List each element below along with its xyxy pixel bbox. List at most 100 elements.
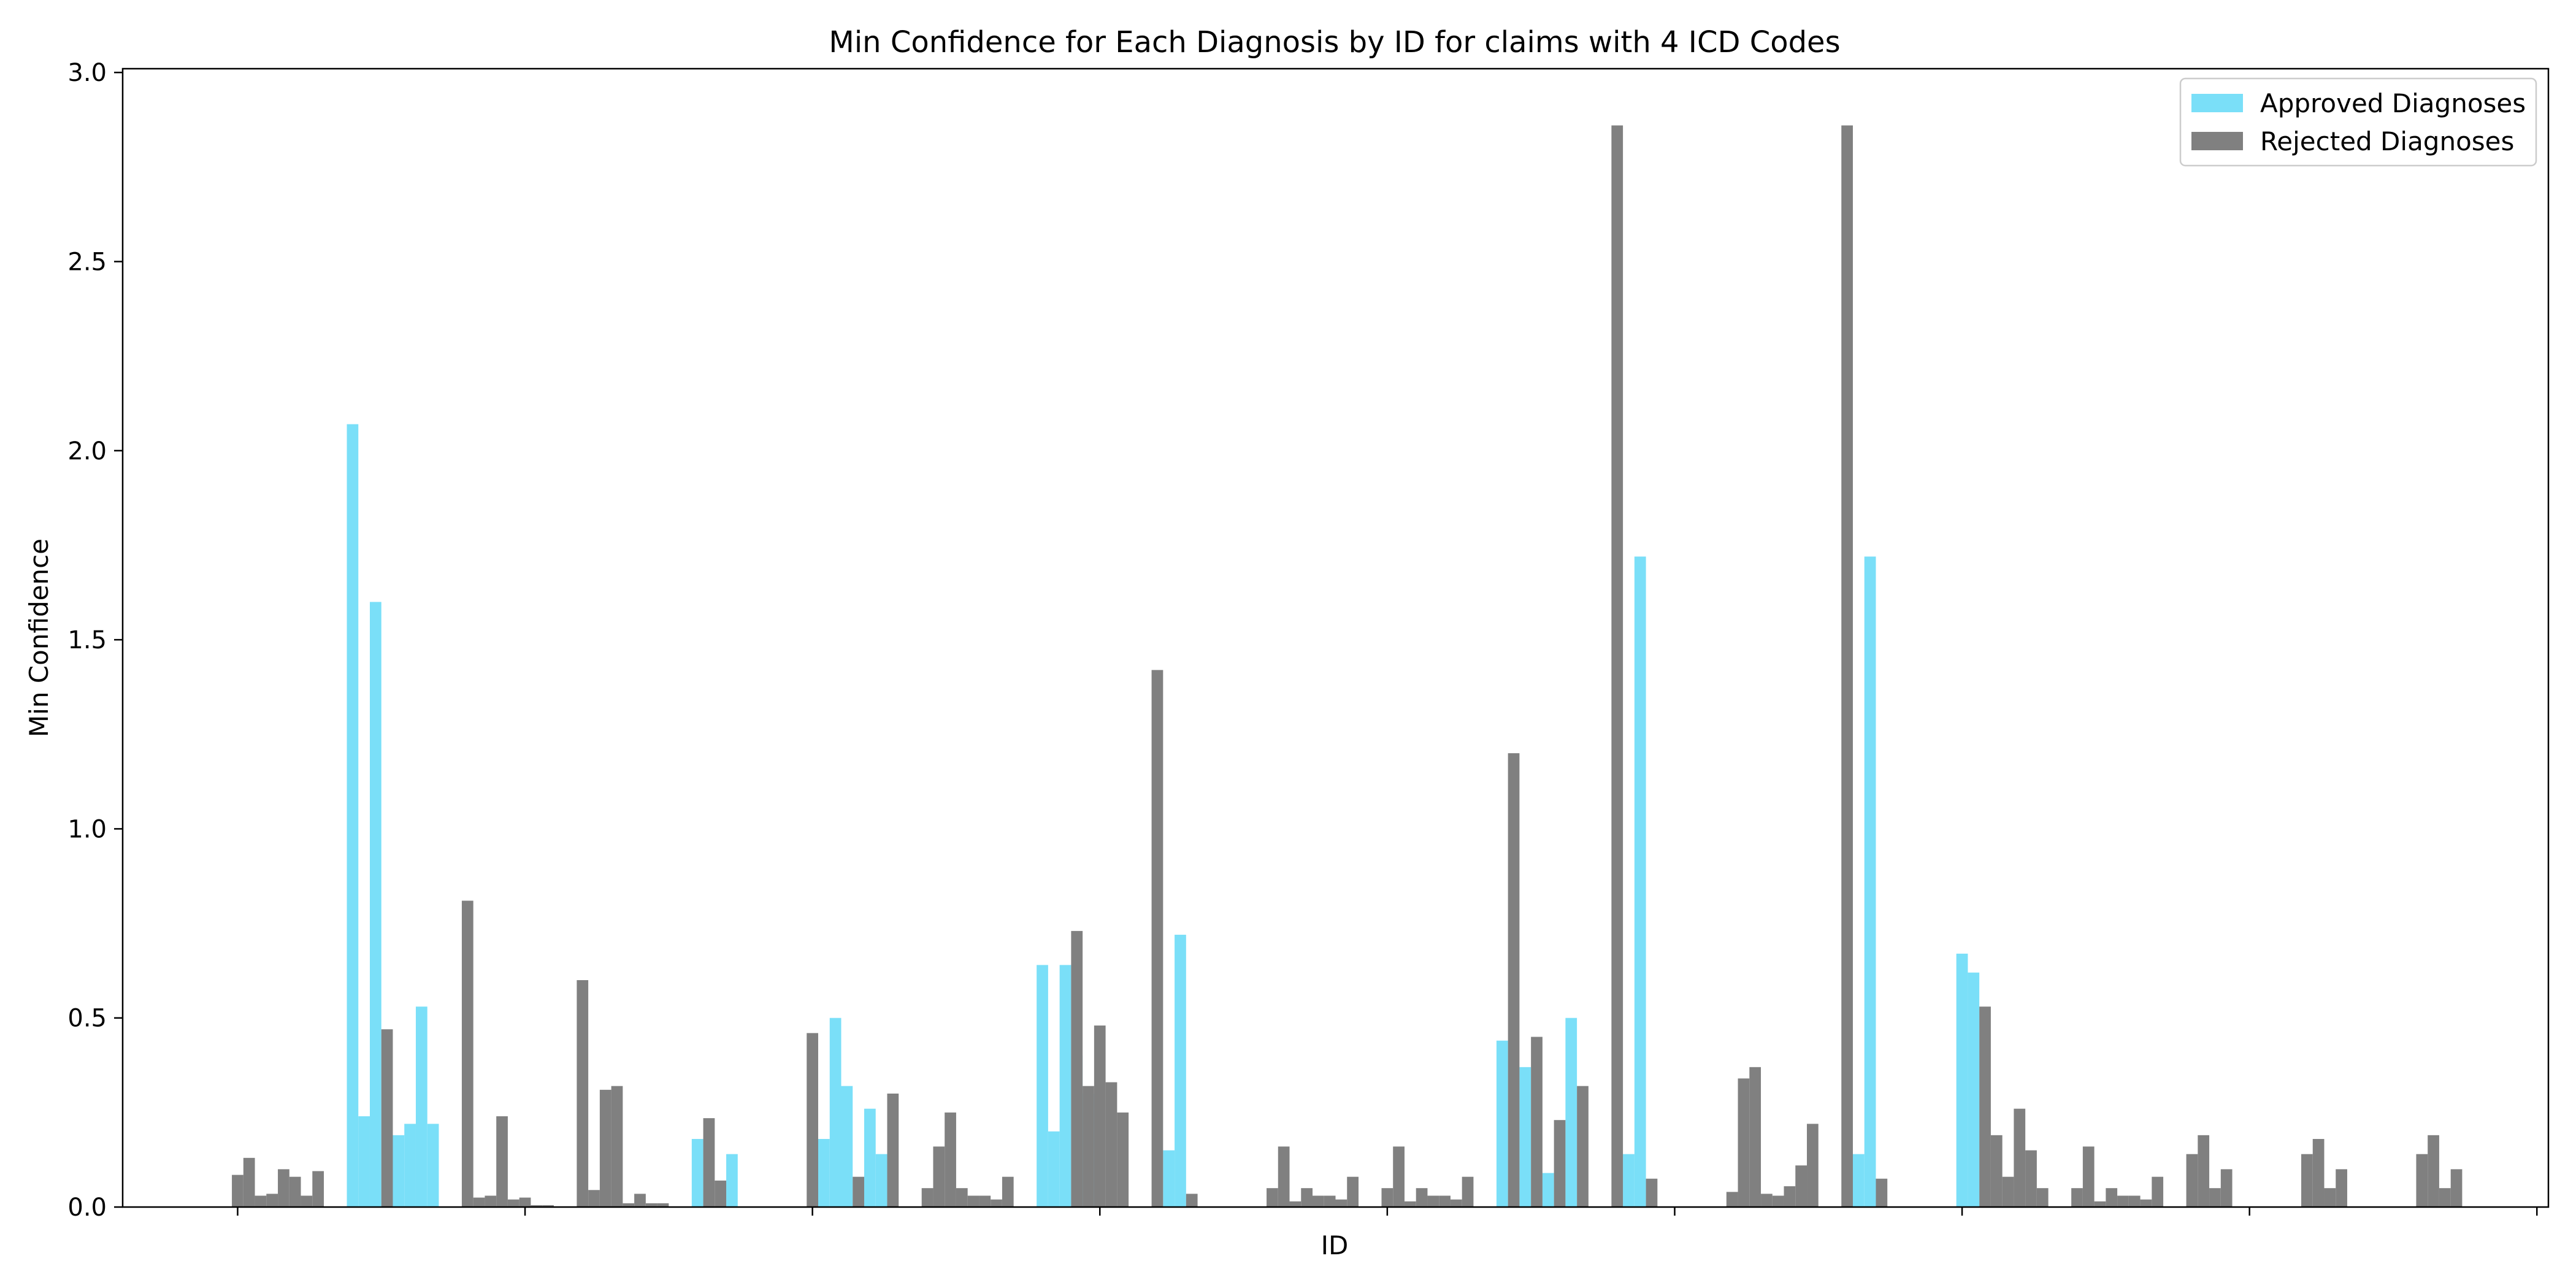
- approved-bar-9: [818, 1139, 830, 1207]
- y-tick-label-5: 2.5: [67, 248, 107, 276]
- rejected-bar-2: [255, 1195, 267, 1207]
- rejected-bar-76: [1876, 1178, 1888, 1207]
- rejected-bar-17: [577, 980, 589, 1207]
- rejected-bar-55: [1404, 1201, 1416, 1207]
- approved-bar-29: [1956, 953, 1968, 1207]
- rejected-bar-51: [1335, 1199, 1347, 1207]
- approved-bar-0: [347, 424, 359, 1207]
- rejected-bar-71: [1772, 1195, 1784, 1207]
- rejected-bar-64: [1577, 1086, 1589, 1207]
- rejected-bar-22: [634, 1194, 646, 1207]
- approved-bar-27: [1852, 1154, 1865, 1207]
- rejected-bar-65: [1611, 125, 1623, 1208]
- rejected-bar-97: [2324, 1188, 2336, 1207]
- rejected-bar-9: [461, 900, 473, 1207]
- rejected-bar-40: [1094, 1025, 1106, 1207]
- y-tick-label-2: 1.0: [67, 815, 107, 843]
- rejected-bar-19: [599, 1089, 611, 1207]
- y-tick-label-4: 2.0: [67, 437, 107, 466]
- rejected-bar-38: [1071, 930, 1083, 1207]
- rejected-bar-15: [531, 1205, 543, 1207]
- rejected-bar-27: [807, 1033, 819, 1207]
- rejected-bar-82: [2036, 1188, 2049, 1207]
- approved-bar-3: [393, 1135, 405, 1207]
- rejected-bar-93: [2209, 1188, 2221, 1207]
- rejected-bar-67: [1726, 1192, 1738, 1207]
- rejected-bar-11: [485, 1195, 497, 1207]
- rejected-bar-12: [496, 1116, 508, 1207]
- rejected-bar-16: [542, 1205, 554, 1207]
- legend-label-0: Approved Diagnoses: [2260, 88, 2526, 118]
- y-tick-label-1: 0.5: [67, 1005, 107, 1033]
- rejected-bar-69: [1749, 1067, 1761, 1207]
- rejected-bar-81: [2025, 1150, 2037, 1207]
- plot-area: 0.0 0.5 1.0 1.5 2.0 2.5 3.0: [67, 59, 2550, 1222]
- rejected-bar-89: [2140, 1199, 2152, 1207]
- rejected-bar-49: [1313, 1195, 1324, 1207]
- rejected-bar-37: [1002, 1176, 1014, 1207]
- rejected-bar-39: [1083, 1086, 1094, 1207]
- rejected-bar-35: [979, 1195, 991, 1207]
- approved-bar-25: [1623, 1154, 1635, 1207]
- approved-bar-2: [370, 602, 381, 1207]
- approved-bar-20: [1175, 935, 1186, 1207]
- y-tick-label-0: 0.0: [67, 1194, 107, 1222]
- rejected-bar-50: [1324, 1195, 1336, 1207]
- rejected-bar-83: [2071, 1188, 2083, 1207]
- rejected-bar-62: [1531, 1037, 1543, 1207]
- rejected-bar-80: [2014, 1108, 2026, 1207]
- rejected-bar-43: [1151, 670, 1163, 1207]
- rejected-bar-94: [2220, 1169, 2233, 1207]
- approved-bar-19: [1163, 1150, 1175, 1207]
- rejected-bar-6: [301, 1195, 313, 1207]
- approved-bar-24: [1565, 1018, 1577, 1207]
- rejected-bar-5: [289, 1176, 301, 1207]
- rejected-bar-92: [2198, 1135, 2210, 1207]
- rejected-bar-75: [1841, 125, 1853, 1208]
- legend-box: [2179, 77, 2537, 167]
- rejected-bar-78: [1990, 1135, 2003, 1207]
- rejected-bar-53: [1381, 1188, 1393, 1207]
- y-tick-label-3: 1.5: [67, 626, 107, 654]
- rejected-bar-25: [703, 1118, 715, 1207]
- rejected-bar-58: [1439, 1195, 1451, 1207]
- rejected-bar-30: [921, 1188, 933, 1207]
- rejected-bar-10: [473, 1197, 485, 1207]
- rejected-bar-7: [312, 1171, 324, 1207]
- rejected-bar-59: [1450, 1199, 1462, 1207]
- rejected-bar-95: [2301, 1154, 2313, 1207]
- rejected-bar-96: [2312, 1139, 2325, 1207]
- rejected-bar-63: [1554, 1120, 1566, 1207]
- approved-bar-13: [875, 1154, 887, 1207]
- rejected-bar-26: [715, 1180, 727, 1207]
- approved-bar-15: [1048, 1131, 1060, 1207]
- approved-bar-22: [1519, 1067, 1531, 1207]
- approved-bar-7: [691, 1139, 703, 1207]
- rejected-bar-85: [2094, 1201, 2106, 1207]
- approved-bar-12: [864, 1108, 876, 1207]
- rejected-bar-45: [1267, 1188, 1278, 1207]
- rejected-bar-73: [1795, 1165, 1807, 1207]
- approved-bar-11: [841, 1086, 853, 1207]
- rejected-bar-13: [507, 1199, 519, 1207]
- approved-bar-26: [1634, 556, 1646, 1208]
- rejected-bar-48: [1301, 1188, 1313, 1207]
- approved-bar-21: [1496, 1040, 1508, 1207]
- rejected-bar-0: [232, 1175, 243, 1207]
- rejected-bar-61: [1508, 753, 1520, 1207]
- rejected-bar-41: [1105, 1082, 1117, 1207]
- rejected-bar-42: [1117, 1112, 1129, 1207]
- rejected-bar-3: [266, 1194, 278, 1207]
- plot-frame: [121, 67, 2550, 1208]
- rejected-bar-24: [657, 1203, 669, 1207]
- legend-swatch-1: [2191, 132, 2243, 150]
- rejected-bar-68: [1738, 1078, 1750, 1207]
- approved-bar-28: [1864, 556, 1876, 1208]
- rejected-bar-99: [2416, 1154, 2428, 1207]
- approved-bar-16: [1059, 965, 1071, 1207]
- rejected-bar-66: [1646, 1178, 1658, 1207]
- rejected-bar-98: [2336, 1169, 2347, 1207]
- rejected-bar-70: [1761, 1194, 1773, 1207]
- approved-bar-10: [829, 1018, 841, 1207]
- legend-swatch-0: [2191, 94, 2243, 112]
